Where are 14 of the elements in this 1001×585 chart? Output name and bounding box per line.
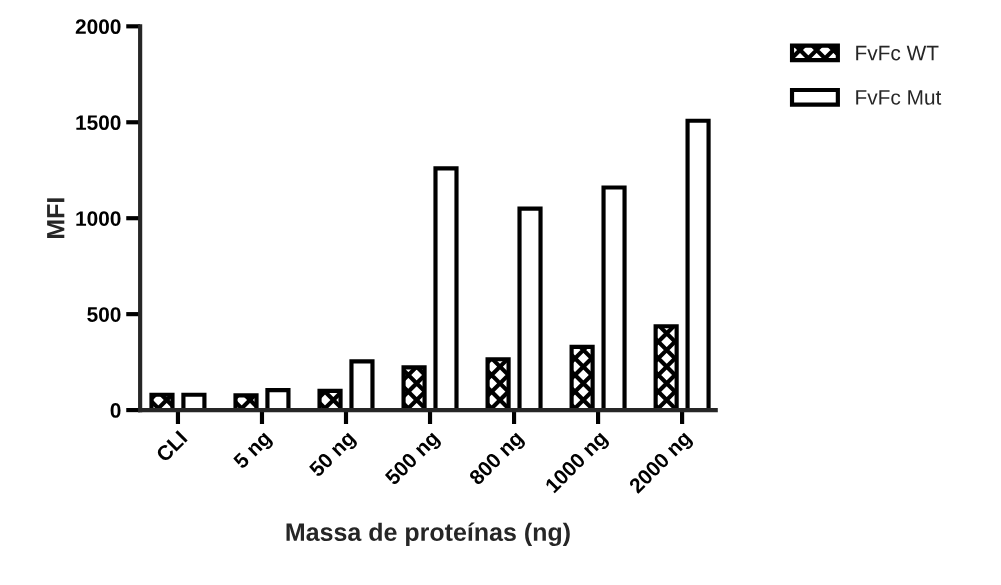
y-tick-label: 500 xyxy=(87,307,121,322)
x-tick-label: 800 ng xyxy=(468,430,527,489)
x-tick-label: 500 ng xyxy=(384,430,443,489)
legend-label: FvFc Mut xyxy=(856,90,942,105)
y-axis-title: MFI xyxy=(47,198,65,239)
x-tick-label: CLI xyxy=(155,430,188,463)
y-tick-label: 1500 xyxy=(76,115,121,131)
y-tick-label: 2000 xyxy=(75,19,121,35)
legend-label: FvFc WT xyxy=(856,45,939,61)
y-tick-label: 0 xyxy=(110,403,121,418)
y-tick-label: 1000 xyxy=(76,211,121,226)
x-axis-title: Massa de proteínas (ng) xyxy=(286,522,570,547)
x-tick-label: 50 ng xyxy=(308,430,359,481)
x-tick-label: 5 ng xyxy=(232,430,275,473)
